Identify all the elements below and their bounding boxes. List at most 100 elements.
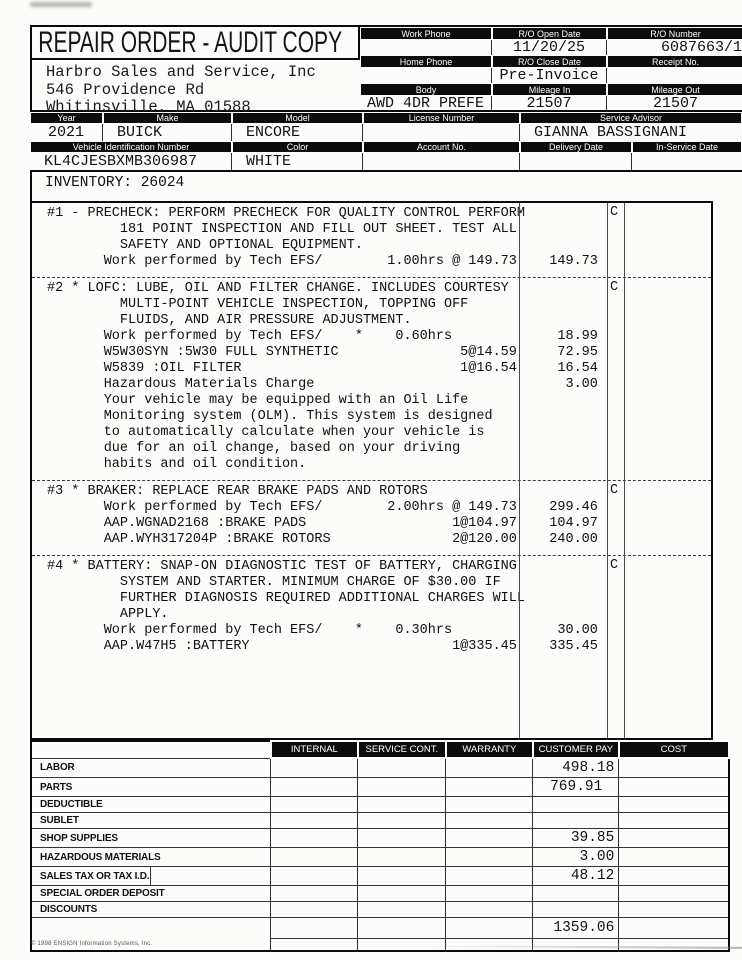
total-label-area bbox=[30, 917, 272, 951]
dealer-name: Harbro Sales and Service, Inc bbox=[46, 63, 316, 81]
mileage-out-label: Mileage Out bbox=[607, 83, 742, 96]
discounts-cost bbox=[618, 901, 730, 918]
labor-cost bbox=[618, 757, 730, 778]
sales-tax-cost bbox=[618, 866, 730, 886]
discounts-warranty bbox=[445, 901, 534, 918]
receipt-no-value bbox=[607, 68, 742, 83]
line-item-3-flag: C bbox=[610, 483, 619, 498]
vehicle-table-row1: Year Make Model License Number Service A… bbox=[30, 112, 742, 141]
mileage-in-value: 21507 bbox=[492, 95, 607, 112]
sublet-customer-pay bbox=[532, 812, 620, 829]
special-order-deposit-cost bbox=[618, 885, 730, 902]
sales-tax-service-cont bbox=[357, 866, 447, 886]
hazardous-materials-warranty bbox=[445, 847, 534, 867]
parts-cost bbox=[618, 777, 730, 797]
make-value: BUICK bbox=[103, 124, 232, 141]
hazardous-materials-row: HAZARDOUS MATERIALS 3.00 bbox=[30, 847, 730, 867]
body-value: AWD 4DR PREFE bbox=[360, 95, 492, 112]
header-block: REPAIR ORDER - AUDIT COPY Harbro Sales a… bbox=[30, 25, 742, 116]
line-item-3: #3 * BRAKER: REPLACE REAR BRAKE PADS AND… bbox=[32, 481, 711, 556]
sublet-warranty bbox=[445, 812, 534, 829]
total-cost bbox=[618, 917, 730, 939]
line-item-1: #1 - PRECHECK: PERFORM PRECHECK FOR QUAL… bbox=[32, 203, 711, 278]
totals-header-row: INTERNAL SERVICE CONT. WARRANTY CUSTOMER… bbox=[31, 740, 730, 759]
in-service-date-value bbox=[632, 153, 742, 170]
deductible-service-cont bbox=[357, 796, 447, 813]
account-no-value bbox=[363, 153, 520, 170]
header-grid: Work Phone R/O Open Date R/O Number 11/2… bbox=[360, 27, 742, 112]
special-order-deposit-service-cont bbox=[357, 885, 447, 902]
discounts-row: DISCOUNTS bbox=[30, 901, 730, 918]
total-customer-pay: 1359.06 bbox=[532, 917, 620, 939]
special-order-deposit-row: SPECIAL ORDER DEPOSIT bbox=[30, 885, 730, 902]
form-copyright: © 1998 ENSIGN Information Systems, Inc. bbox=[31, 941, 153, 947]
model-value: ENCORE bbox=[232, 124, 363, 141]
line-item-2: #2 * LOFC: LUBE, OIL AND FILTER CHANGE. … bbox=[32, 278, 711, 481]
blank-customer-pay bbox=[532, 938, 620, 951]
deductible-cost bbox=[618, 796, 730, 813]
ro-number-value: 6087663/1 bbox=[660, 39, 742, 56]
sales-tax-customer-pay: 48.12 bbox=[532, 866, 620, 886]
discounts-customer-pay bbox=[532, 901, 620, 918]
deductible-row: DEDUCTIBLE bbox=[30, 796, 730, 813]
line-item-4-text: #4 * BATTERY: SNAP-ON DIAGNOSTIC TEST OF… bbox=[47, 559, 598, 654]
dealer-city: Whitinsville, MA 01588 bbox=[46, 98, 251, 116]
deductible-customer-pay bbox=[532, 796, 620, 813]
shop-supplies-row: SHOP SUPPLIES 39.85 bbox=[30, 828, 730, 848]
labor-warranty bbox=[445, 757, 534, 778]
special-order-deposit-customer-pay bbox=[532, 885, 620, 902]
hazardous-materials-customer-pay: 3.00 bbox=[532, 847, 620, 867]
deductible-warranty bbox=[445, 796, 534, 813]
grand-total-row: 1359.06 bbox=[30, 917, 730, 951]
line-item-3-text: #3 * BRAKER: REPLACE REAR BRAKE PADS AND… bbox=[47, 484, 598, 547]
sublet-label: SUBLET bbox=[30, 812, 272, 829]
hazardous-materials-label: HAZARDOUS MATERIALS bbox=[30, 847, 272, 867]
account-no-label: Account No. bbox=[363, 141, 520, 153]
ro-close-date-value: Pre-Invoice bbox=[492, 67, 607, 84]
page-title: REPAIR ORDER - AUDIT COPY bbox=[38, 27, 343, 59]
labor-service-cont bbox=[357, 757, 447, 778]
line-item-2-flag: C bbox=[610, 280, 619, 295]
sales-tax-warranty bbox=[445, 866, 534, 886]
labor-label: LABOR bbox=[30, 757, 272, 778]
sales-tax-label: SALES TAX OR TAX I.D. bbox=[30, 866, 152, 886]
year-label: Year bbox=[30, 112, 103, 124]
labor-internal bbox=[270, 757, 359, 778]
receipt-no-label: Receipt No. bbox=[607, 55, 742, 68]
line-item-2-text: #2 * LOFC: LUBE, OIL AND FILTER CHANGE. … bbox=[47, 281, 598, 472]
model-label: Model bbox=[232, 112, 363, 124]
parts-row: PARTS 769.91 bbox=[30, 777, 730, 797]
scan-artifact-top bbox=[30, 2, 92, 7]
license-number-value bbox=[363, 124, 520, 141]
sublet-internal bbox=[270, 812, 359, 829]
special-order-deposit-internal bbox=[270, 885, 359, 902]
service-cont-column-header: SERVICE CONT. bbox=[356, 740, 447, 759]
deductible-label: DEDUCTIBLE bbox=[30, 796, 272, 813]
discounts-service-cont bbox=[357, 901, 447, 918]
parts-customer-pay: 769.91 bbox=[532, 777, 620, 797]
totals-corner-cell bbox=[31, 741, 271, 758]
ro-open-date-value: 11/20/25 bbox=[492, 39, 607, 56]
line-item-1-flag: C bbox=[610, 205, 619, 220]
discounts-internal bbox=[270, 901, 359, 918]
discounts-label: DISCOUNTS bbox=[30, 901, 272, 918]
totals-table: INTERNAL SERVICE CONT. WARRANTY CUSTOMER… bbox=[30, 740, 730, 952]
parts-service-cont bbox=[357, 777, 447, 797]
deductible-internal bbox=[270, 796, 359, 813]
license-number-label: License Number bbox=[363, 112, 520, 124]
cost-column-header: COST bbox=[617, 740, 730, 759]
delivery-date-label: Delivery Date bbox=[520, 141, 632, 153]
line-item-4: #4 * BATTERY: SNAP-ON DIAGNOSTIC TEST OF… bbox=[32, 556, 711, 662]
inventory-line: INVENTORY: 26024 bbox=[30, 170, 742, 201]
shop-supplies-cost bbox=[618, 828, 730, 848]
service-advisor-value: GIANNA BASSIGNANI bbox=[534, 124, 688, 141]
labor-customer-pay: 498.18 bbox=[532, 757, 620, 778]
delivery-date-value bbox=[520, 153, 632, 170]
vin-value: KL4CJESBXMB306987 bbox=[30, 153, 232, 170]
blank-internal bbox=[270, 938, 359, 951]
internal-column-header: INTERNAL bbox=[269, 740, 359, 759]
sublet-cost bbox=[618, 812, 730, 829]
special-order-deposit-warranty bbox=[445, 885, 534, 902]
work-phone-value bbox=[360, 40, 492, 55]
labor-row: LABOR 498.18 bbox=[30, 757, 730, 778]
